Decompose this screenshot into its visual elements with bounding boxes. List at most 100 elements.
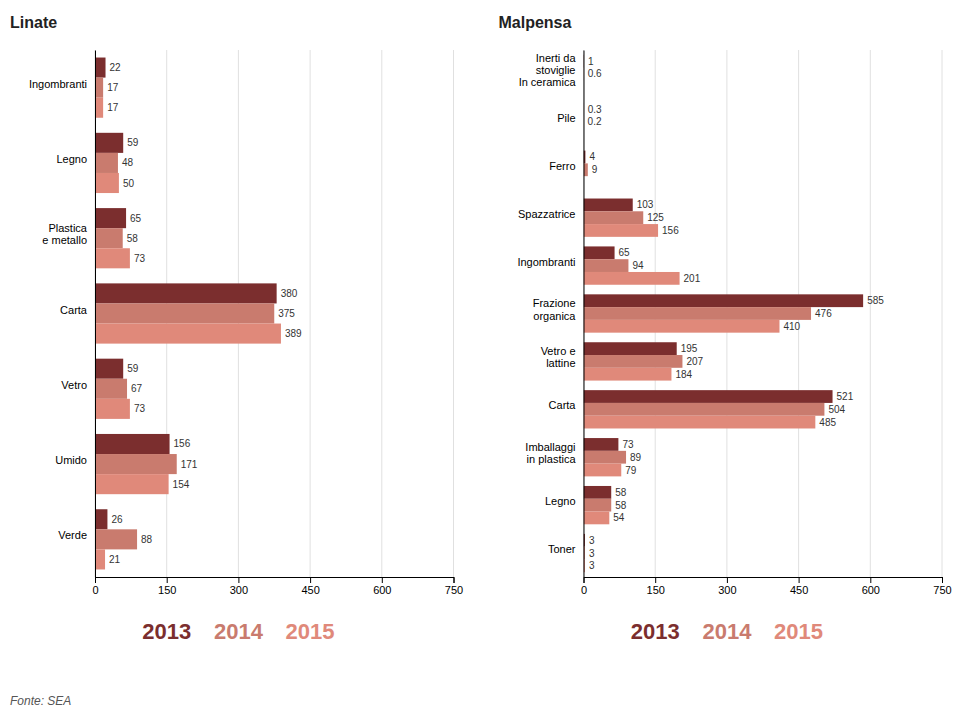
x-tick-label: 600	[862, 584, 880, 596]
bar	[95, 58, 106, 78]
chart-title: Linate	[10, 14, 57, 31]
data-label: 59	[127, 137, 139, 148]
plot-area: 2259653805915626174858375671718817507338…	[29, 50, 463, 596]
x-tick: 300	[718, 577, 736, 596]
panel: Linate2259653805915626174858375671718817…	[10, 14, 463, 644]
y-tick: Ingombranti	[29, 78, 95, 90]
x-tick-label: 300	[718, 584, 736, 596]
y-tick: Legno	[545, 495, 584, 507]
y-tick: Verde	[58, 529, 95, 541]
x-tick-label: 750	[445, 584, 463, 596]
bar	[95, 379, 127, 399]
bar-series	[584, 55, 864, 547]
x-tick-mark	[454, 577, 455, 583]
data-label: 73	[134, 403, 146, 414]
y-tick: Spazzatrice	[518, 208, 583, 220]
data-label: 184	[675, 369, 692, 380]
x-tick: 150	[158, 577, 176, 596]
grid-line	[870, 50, 871, 577]
grid-line	[381, 50, 382, 577]
y-tick: Ferro	[549, 160, 583, 172]
y-tick-label: Carta	[60, 304, 88, 316]
data-label: 88	[141, 534, 153, 545]
x-tick-mark	[727, 577, 728, 583]
bar	[584, 246, 615, 259]
bar	[95, 359, 123, 379]
data-label: 17	[107, 102, 119, 113]
bar	[584, 342, 677, 355]
y-tick-label: Umido	[55, 454, 87, 466]
x-axis-line	[584, 578, 943, 584]
bar	[584, 403, 825, 416]
data-labels: 10.3410365585195521735830.60.29125944762…	[588, 56, 885, 572]
y-tick-label: Legno	[56, 153, 87, 165]
data-label: 58	[127, 233, 139, 244]
bar	[584, 355, 683, 368]
bar	[95, 509, 107, 529]
bar	[95, 78, 103, 98]
x-tick-mark	[655, 577, 656, 583]
x-tick-label: 750	[933, 584, 951, 596]
x-axis-line	[96, 578, 455, 584]
data-label: 9	[592, 164, 598, 175]
bar	[95, 283, 277, 303]
y-tick-label: Vetro	[61, 379, 87, 391]
data-label: 154	[173, 479, 190, 490]
y-tick-label: Spazzatrice	[518, 208, 575, 220]
x-tick-mark	[167, 577, 168, 583]
bar	[584, 438, 619, 451]
y-axis-line	[95, 51, 96, 578]
bar	[95, 173, 119, 193]
data-label: 17	[107, 82, 119, 93]
data-label: 207	[686, 356, 703, 367]
x-tick: 0	[581, 577, 587, 596]
grid	[95, 50, 454, 577]
data-label: 103	[637, 199, 654, 210]
bar	[95, 324, 281, 344]
y-tick-label: Vetro elattine	[541, 345, 576, 369]
grid-line	[453, 50, 454, 577]
data-label: 380	[281, 288, 298, 299]
legend-entry: 2013	[142, 619, 191, 644]
bar	[584, 259, 629, 272]
bar-series	[584, 224, 816, 572]
x-tick-mark	[870, 577, 871, 583]
panel: Malpensa10.3410365585195521735830.60.291…	[499, 14, 952, 644]
data-label: 54	[613, 512, 625, 523]
bar	[95, 133, 123, 153]
data-label: 410	[783, 321, 800, 332]
x-tick: 450	[790, 577, 808, 596]
grid-line	[95, 50, 96, 577]
y-tick: Carta	[60, 304, 95, 316]
bar	[584, 390, 833, 403]
data-label: 58	[615, 500, 627, 511]
data-label: 73	[134, 253, 146, 264]
x-tick-label: 450	[790, 584, 808, 596]
grid-line	[942, 50, 943, 577]
data-label: 73	[622, 439, 634, 450]
bar	[584, 416, 816, 429]
data-label: 94	[632, 260, 644, 271]
plot-area: 10.3410365585195521735830.60.29125944762…	[517, 50, 951, 596]
bar-series	[95, 58, 277, 530]
x-tick: 300	[230, 577, 248, 596]
bar	[95, 303, 274, 323]
data-label: 22	[110, 62, 122, 73]
bars	[95, 58, 281, 570]
bar	[584, 294, 864, 307]
bar	[584, 464, 622, 477]
y-tick: Pile	[557, 112, 583, 124]
x-tick: 600	[862, 577, 880, 596]
bar	[584, 451, 627, 464]
data-label: 125	[647, 212, 664, 223]
bar	[584, 211, 644, 224]
y-tick: Toner	[548, 543, 584, 555]
bar	[584, 486, 612, 499]
data-label: 156	[174, 438, 191, 449]
x-tick-label: 450	[301, 584, 319, 596]
data-label: 201	[684, 273, 701, 284]
y-tick-label: Plasticae metallo	[42, 222, 88, 246]
y-tick: Legno	[56, 153, 95, 165]
data-label: 504	[828, 404, 845, 415]
y-tick-label: Ferro	[549, 160, 575, 172]
